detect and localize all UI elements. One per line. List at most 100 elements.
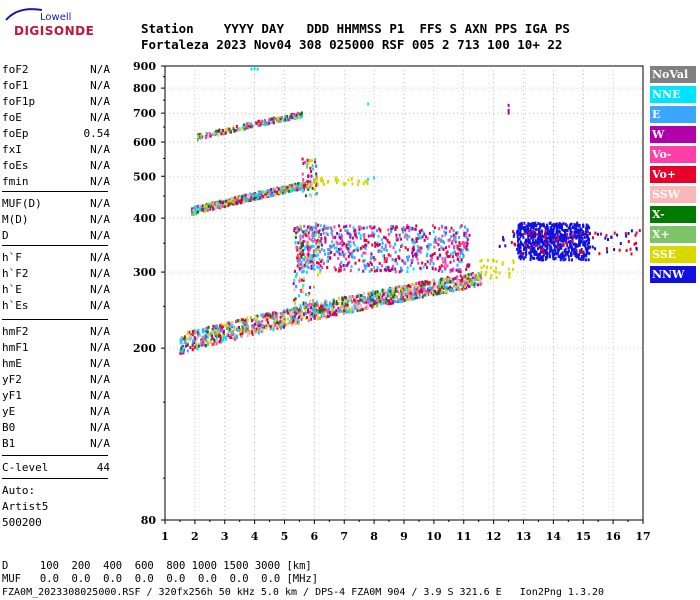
data-point [435, 292, 438, 296]
data-point [228, 322, 231, 326]
data-point [445, 226, 448, 230]
data-point [457, 257, 459, 261]
data-point [310, 180, 313, 184]
data-point [373, 299, 376, 303]
data-point [414, 296, 417, 300]
data-point [261, 328, 264, 332]
data-point [440, 225, 443, 229]
data-point [385, 294, 387, 298]
data-point [338, 252, 341, 256]
data-point [326, 304, 329, 308]
data-point [587, 258, 590, 262]
data-point [401, 268, 404, 272]
data-point [372, 256, 375, 260]
data-point [533, 246, 536, 250]
data-point [531, 256, 534, 260]
data-point [521, 226, 524, 230]
param-row: h`Es N/A [2, 299, 110, 313]
data-point [343, 242, 345, 246]
data-point [293, 314, 296, 318]
data-point [451, 289, 454, 292]
data-point [287, 118, 290, 122]
data-point [573, 227, 576, 230]
data-point [398, 235, 401, 239]
data-point [215, 202, 218, 206]
x-tick-label: 15 [576, 530, 591, 543]
data-point [310, 255, 313, 258]
y-tick-label: 500 [133, 170, 156, 183]
data-point [256, 318, 259, 322]
data-point [440, 264, 443, 268]
data-point [523, 245, 526, 249]
data-point [585, 223, 588, 227]
x-tick-label: 1 [161, 530, 169, 543]
data-point [327, 226, 330, 230]
data-point [305, 228, 308, 232]
data-point [440, 277, 443, 281]
data-point [263, 120, 266, 124]
data-point [598, 252, 601, 256]
data-point [420, 236, 423, 240]
data-point [407, 288, 410, 292]
data-point [346, 247, 349, 250]
param-name: C-level [2, 461, 49, 474]
param-name: h`Es [2, 299, 29, 312]
data-point [293, 229, 296, 233]
data-point [258, 121, 261, 125]
data-point [346, 231, 349, 235]
data-point [440, 285, 443, 289]
data-point [338, 296, 340, 300]
data-point [321, 179, 324, 183]
data-point [431, 267, 434, 271]
param-name: foEp [2, 127, 29, 140]
data-point [406, 248, 409, 252]
x-tick-label: 3 [221, 530, 229, 543]
data-point [308, 177, 311, 181]
data-point [472, 273, 475, 277]
data-point [571, 258, 573, 262]
y-tick-label: 200 [133, 342, 156, 355]
data-point [296, 188, 299, 192]
data-point [222, 334, 224, 338]
data-point [356, 309, 359, 313]
data-point [236, 128, 239, 132]
data-point [233, 328, 236, 332]
data-point [454, 240, 457, 244]
data-point [256, 321, 259, 325]
data-point [374, 297, 376, 301]
data-point [241, 331, 244, 335]
data-point [387, 253, 390, 257]
data-point [402, 293, 405, 297]
data-point [352, 249, 355, 253]
data-point [205, 329, 208, 333]
data-point [552, 229, 555, 233]
data-point [338, 267, 341, 270]
data-point [445, 254, 448, 258]
data-point [342, 264, 345, 267]
data-point [526, 228, 529, 232]
data-point [580, 236, 583, 240]
data-point [314, 238, 316, 242]
data-point [362, 269, 365, 273]
data-point [224, 128, 227, 132]
data-point [406, 234, 409, 238]
data-point [335, 177, 338, 181]
data-point [255, 327, 258, 331]
data-point [197, 134, 200, 138]
data-point [399, 295, 402, 299]
data-point [376, 301, 379, 305]
data-point [600, 232, 602, 236]
data-point [186, 343, 189, 347]
data-point [225, 128, 228, 132]
data-point [204, 337, 207, 341]
data-point [565, 228, 568, 232]
data-point [442, 260, 445, 264]
data-point [309, 180, 312, 184]
data-point [627, 240, 630, 243]
data-point [460, 224, 463, 228]
data-point [306, 163, 309, 167]
data-point [224, 337, 227, 341]
data-point [250, 196, 252, 200]
data-point [192, 330, 195, 334]
data-point [635, 246, 638, 250]
